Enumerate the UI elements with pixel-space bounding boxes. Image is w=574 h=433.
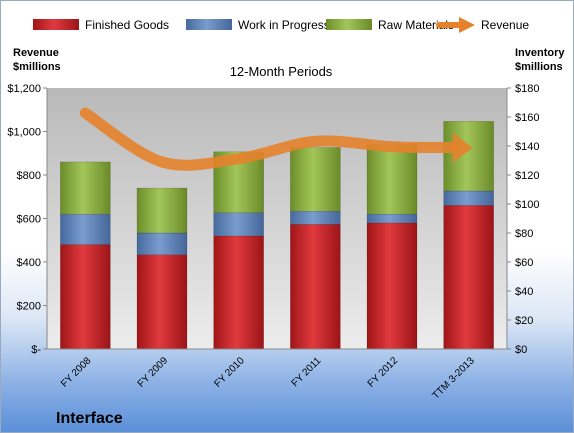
bar-finished-goods-5 (443, 205, 494, 350)
legend-swatch-finished-goods (33, 19, 79, 30)
bar-finished-goods-2 (213, 235, 264, 350)
bar-work-in-progress-0 (60, 213, 111, 245)
x-ticks: FY 2008 FY 2009 FY 2010 FY 2011 FY 2012 TTM 3… (59, 355, 477, 402)
bar-finished-goods-4 (366, 222, 418, 350)
revenue-line-layer (79, 107, 473, 171)
y-right-tick-label-9: $180 (515, 83, 539, 95)
bar-finished-goods-3 (290, 224, 341, 350)
y-left-tick-label-4: $800 (17, 170, 41, 182)
y-right-tick-label-3: $60 (515, 257, 533, 269)
y-right-tick-label-2: $40 (515, 286, 533, 298)
bar-raw-materials-0 (60, 161, 111, 215)
legend-label-finished-goods: Finished Goods (85, 18, 169, 32)
y-left-tick-label-6: $1,200 (7, 83, 41, 95)
y-left-axis-title-line1: Revenue (13, 47, 59, 59)
plot-area (47, 88, 507, 349)
bar-raw-materials-4 (366, 144, 418, 215)
bar-finished-goods-1 (136, 254, 188, 350)
x-tick-label-2: FY 2010 (212, 355, 247, 390)
bar-work-in-progress-2 (213, 212, 264, 237)
y-right-axis-title-line1: Inventory (515, 47, 565, 59)
y-right-axis-title-line2: $millions (515, 61, 563, 73)
y-left-tick-label-2: $400 (17, 257, 41, 269)
legend-swatch-work-in-progress (186, 19, 232, 30)
revenue-line (79, 107, 459, 171)
bar-raw-materials-5 (443, 121, 494, 192)
x-tick-label-0: FY 2008 (59, 355, 94, 390)
bar-finished-goods-0 (60, 244, 111, 350)
revenue-arrow-head (452, 132, 473, 163)
x-tick-label-1: FY 2009 (136, 355, 171, 390)
y-right-tick-label-1: $20 (515, 315, 533, 327)
legend-label-revenue: Revenue (481, 18, 529, 32)
bar-work-in-progress-1 (136, 232, 188, 255)
bar-raw-materials-1 (136, 187, 188, 234)
bar-work-in-progress-4 (366, 213, 418, 224)
y-right-tick-label-7: $140 (515, 141, 539, 153)
x-tick-label-3: FY 2011 (290, 355, 324, 389)
y-right-tick-label-4: $80 (515, 228, 533, 240)
x-tick-label-5: TTM 3-2013 (430, 355, 477, 402)
y-right-tick-label-8: $160 (515, 112, 539, 124)
x-tick-label-4: FY 2012 (366, 355, 401, 390)
y-right-ticks: $0 $20 $40 $60 $80 $100 $120 $140 $160 $180 (507, 83, 539, 356)
y-right-tick-label-0: $0 (515, 344, 527, 356)
y-right-tick-label-6: $120 (515, 170, 539, 182)
chart-title: 12-Month Periods (230, 64, 333, 79)
y-left-tick-label-0: $- (31, 344, 41, 356)
legend-swatch-raw-materials (326, 19, 372, 30)
y-left-tick-label-3: $600 (17, 214, 41, 226)
legend: Finished Goods Work in Progress Raw Mate… (33, 17, 529, 33)
bars-layer (60, 121, 494, 350)
bar-work-in-progress-3 (290, 211, 341, 225)
y-left-ticks: $- $200 $400 $600 $800 $1,000 $1,200 (7, 83, 47, 356)
y-left-tick-label-5: $1,000 (7, 127, 41, 139)
legend-label-work-in-progress: Work in Progress (238, 18, 330, 32)
y-left-axis-title-line2: $millions (13, 61, 61, 73)
y-right-tick-label-5: $100 (515, 199, 539, 211)
y-left-tick-label-1: $200 (17, 301, 41, 313)
bar-raw-materials-3 (290, 147, 341, 212)
company-name: Interface (56, 410, 123, 427)
legend-arrow-revenue (459, 17, 475, 33)
legend-label-raw-materials: Raw Materials (378, 18, 454, 32)
bar-work-in-progress-5 (443, 190, 494, 206)
